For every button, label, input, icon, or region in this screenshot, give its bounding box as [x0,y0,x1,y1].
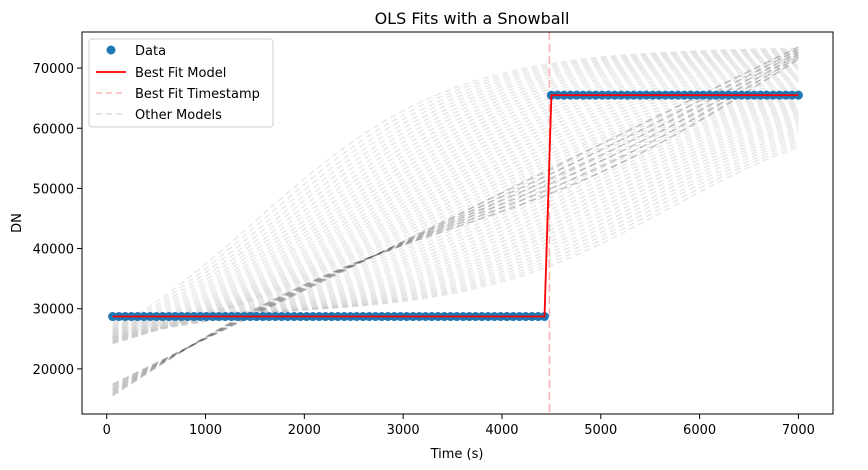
other-model-line [112,51,799,336]
other-model-line [112,98,799,338]
other-model-line [112,59,799,343]
other-model-line [112,52,799,337]
best-fit-model-line [112,94,799,318]
dense-model-line [112,53,799,392]
x-axis-label: Time (s) [430,447,484,462]
other-model-line [112,68,799,345]
x-tick-label: 3000 [387,423,420,438]
other-model-line [112,74,799,344]
other-model-line [112,97,799,339]
other-model-line [112,49,799,334]
y-tick-label: 40000 [33,243,74,258]
other-model-line [112,101,799,338]
other-model-line [112,65,799,344]
y-axis: 20000 30000 40000 50000 60000 70000 [33,62,82,378]
other-model-line [112,100,799,338]
y-tick-label: 60000 [33,122,74,137]
legend-other-models-label: Other Models [135,108,222,123]
x-tick-label: 7000 [782,423,815,438]
x-tick-label: 4000 [485,423,518,438]
other-model-line [112,76,799,344]
other-model-line [112,103,799,337]
y-tick-label: 70000 [33,62,74,77]
legend-data-marker [106,45,116,55]
other-model-line [112,62,799,344]
other-model-line [112,54,799,340]
other-model-line [112,89,799,340]
x-tick-label: 0 [103,423,111,438]
other-model-line [112,79,799,343]
other-model-line [112,91,799,340]
y-tick-label: 20000 [33,363,74,378]
other-model-line [112,66,799,344]
dense-model-line [112,56,799,394]
legend-best-fit-timestamp-label: Best Fit Timestamp [135,87,260,102]
other-model-line [112,57,799,341]
y-tick-label: 50000 [33,182,74,197]
other-model-line [112,47,799,330]
other-model-line [112,53,799,338]
x-axis: 0 1000 2000 3000 4000 5000 6000 7000 [103,414,815,438]
x-tick-label: 2000 [288,423,321,438]
other-model-line [112,63,799,344]
plot-area [108,32,803,414]
legend: Data Best Fit Model Best Fit Timestamp O… [88,38,274,128]
data-point [793,90,803,100]
y-tick-label: 30000 [33,303,74,318]
x-tick-label: 5000 [584,423,617,438]
other-model-line [112,71,799,344]
other-model-line [112,72,799,344]
y-axis-label: DN [10,213,25,233]
other-model-line [112,69,799,345]
other-model-line [112,55,799,341]
x-tick-label: 1000 [189,423,222,438]
legend-box [88,38,274,128]
legend-best-fit-model-label: Best Fit Model [135,66,226,81]
other-model-line [112,146,799,315]
legend-data-label: Data [135,44,166,59]
other-model-line [112,60,799,343]
x-tick-label: 6000 [683,423,716,438]
dense-model-line [112,58,799,397]
dense-model-line [112,46,799,386]
other-model-line [112,78,799,343]
chart-title: OLS Fits with a Snowball [375,9,570,28]
other-model-line [112,48,799,332]
plot-frame [81,31,834,415]
other-model-line [112,87,799,341]
dense-models-group [112,46,799,397]
